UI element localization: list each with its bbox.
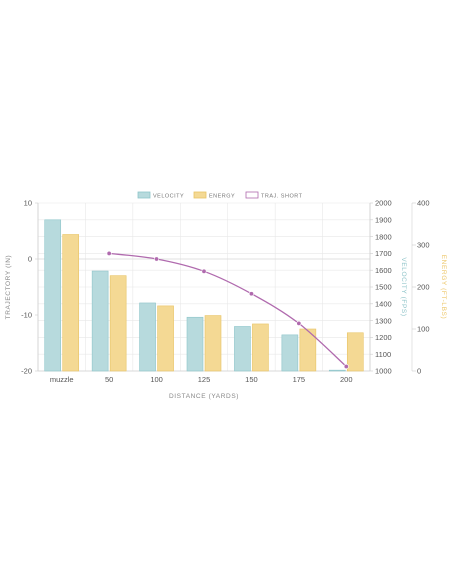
velocity-bar xyxy=(186,316,204,372)
trajectory-tick-label: 0 xyxy=(28,255,32,264)
energy-tick-label: 100 xyxy=(417,325,430,334)
legend-swatch xyxy=(137,191,151,199)
velocity-tick-label: 1300 xyxy=(375,316,392,325)
legend-label: VELOCITY xyxy=(153,194,184,200)
x-tick-label: 150 xyxy=(245,375,258,384)
legend-label: TRAJ. SHORT xyxy=(261,194,303,200)
trajectory-point xyxy=(106,250,112,256)
trajectory-line xyxy=(109,252,347,368)
energy-bar xyxy=(204,315,222,372)
velocity-tick-label: 1100 xyxy=(375,350,391,359)
x-tick-label: muzzle xyxy=(50,375,74,384)
bars xyxy=(44,219,364,372)
energy-tick-label: 200 xyxy=(417,283,430,292)
trajectory-points xyxy=(106,250,349,370)
velocity-bar xyxy=(91,270,109,372)
velocity-bar xyxy=(234,326,251,372)
energy-bar xyxy=(109,275,127,372)
legend-swatch xyxy=(193,191,207,199)
legend-item: TRAJ. SHORT xyxy=(245,191,303,200)
velocity-bar xyxy=(139,302,156,372)
velocity-axis-title: VELOCITY (FPS) xyxy=(400,257,407,316)
energy-tick-label: 400 xyxy=(417,199,430,208)
velocity-tick-label: 2000 xyxy=(375,199,392,208)
energy-axis-title: ENERGY (FT-LBS) xyxy=(440,255,447,320)
trajectory-point xyxy=(201,268,207,274)
x-tick-label: 200 xyxy=(340,375,353,384)
x-tick-label: 125 xyxy=(198,375,211,384)
x-axis-title: DISTANCE (YARDS) xyxy=(169,393,239,400)
trajectory-point xyxy=(296,320,302,326)
trajectory-tick-label: -10 xyxy=(21,311,32,320)
trajectory-tick-label: 10 xyxy=(24,199,32,208)
velocity-bar xyxy=(281,334,299,372)
energy-tick-label: 300 xyxy=(417,241,430,250)
grid-lines xyxy=(37,202,371,372)
velocity-tick-label: 1900 xyxy=(375,216,392,225)
velocity-bar xyxy=(328,369,346,372)
x-tick-label: 50 xyxy=(105,375,113,384)
velocity-tick-label: 1700 xyxy=(375,249,392,258)
trajectory-tick-label: -20 xyxy=(21,367,32,376)
x-tick-label: 175 xyxy=(293,375,306,384)
velocity-tick-label: 1600 xyxy=(375,266,392,275)
velocity-bar xyxy=(44,219,62,372)
legend-label: ENERGY xyxy=(209,194,235,200)
velocity-tick-label: 1500 xyxy=(375,283,392,292)
trajectory-point xyxy=(248,291,254,297)
energy-bar xyxy=(252,323,269,372)
legend: VELOCITY ENERGY TRAJ. SHORT xyxy=(137,191,303,200)
trajectory-axis-title: TRAJECTORY (IN) xyxy=(5,255,12,320)
energy-bar xyxy=(299,328,317,372)
energy-bar xyxy=(346,332,364,372)
legend-swatch xyxy=(245,191,259,199)
velocity-tick-label: 1200 xyxy=(375,333,392,342)
energy-bar xyxy=(62,234,80,372)
velocity-tick-label: 1000 xyxy=(375,367,392,376)
trajectory-point xyxy=(154,256,160,262)
energy-tick-label: 0 xyxy=(417,367,421,376)
legend-item: VELOCITY xyxy=(137,191,184,200)
velocity-tick-label: 1400 xyxy=(375,300,392,309)
velocity-tick-label: 1800 xyxy=(375,232,392,241)
legend-item: ENERGY xyxy=(193,191,235,200)
trajectory-point xyxy=(343,364,349,370)
x-tick-label: 100 xyxy=(150,375,163,384)
energy-bar xyxy=(157,305,174,372)
